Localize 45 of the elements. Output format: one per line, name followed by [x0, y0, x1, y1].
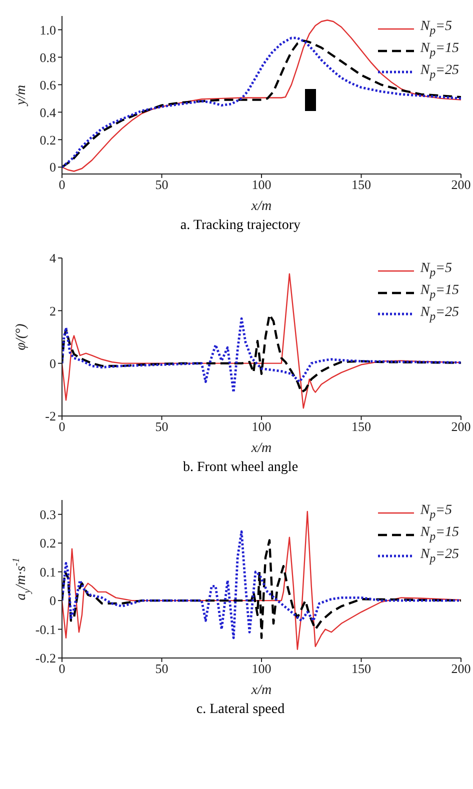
y-tick-label: 4: [50, 250, 56, 266]
y-axis-title: y/m: [14, 84, 30, 108]
x-tick-label: 200: [451, 177, 471, 192]
x-tick-label: 150: [352, 177, 371, 192]
x-axis-title: x/m: [250, 441, 272, 456]
y-tick-label: 0.4: [40, 104, 56, 120]
y-axis-title: φ/(°): [14, 323, 30, 350]
legend-label: N$_{p}$=15: [420, 282, 459, 303]
legend-label: N$_{p}$=25: [420, 62, 459, 82]
x-tick-label: 200: [451, 661, 471, 676]
x-axis-title: x/m: [250, 199, 272, 214]
y-tick-label: 0: [50, 160, 56, 175]
x-axis-title: x/m: [250, 683, 272, 698]
text: c. Lateral speed: [195, 702, 286, 718]
x-tick-label: 50: [155, 177, 168, 192]
x-tick-label: 100: [252, 661, 272, 676]
y-tick-label: 0.2: [40, 536, 56, 551]
x-tick-label: 100: [252, 177, 272, 192]
legend-label: N$_{p}$=5: [420, 502, 452, 523]
legend-label: N$_{p}$=25: [420, 304, 459, 324]
y-tick-label: 2: [50, 303, 56, 318]
y-tick-label: -0.1: [35, 622, 56, 637]
y-tick-label: 0: [50, 593, 56, 608]
text: b. Front wheel angle: [182, 460, 300, 476]
y-tick-label: 0.1: [40, 564, 56, 580]
legend-label: N$_{p}$=5: [420, 18, 452, 39]
y-tick-label: 1.0: [40, 22, 56, 38]
text: a. Tracking trajectory: [179, 218, 302, 234]
y-tick-label: 0.6: [40, 77, 56, 92]
legend-label: N$_{p}$=5: [420, 260, 452, 281]
x-tick-label: 50: [155, 419, 168, 434]
x-tick-label: 100: [252, 419, 272, 434]
y-tick-label: 0.2: [40, 132, 56, 148]
y-tick-label: 0.8: [40, 50, 56, 65]
legend-label: N$_{p}$=25: [420, 546, 459, 566]
x-tick-label: 150: [352, 661, 371, 676]
legend-label: N$_{p}$=15: [420, 40, 459, 61]
y-tick-label: -2: [45, 408, 56, 424]
y-tick-label: 0.3: [40, 506, 56, 522]
y-tick-label: 0: [50, 356, 56, 371]
y-tick-label: -0.2: [35, 650, 56, 666]
x-tick-label: 50: [155, 661, 168, 676]
legend-label: N$_{p}$=15: [420, 524, 459, 545]
x-tick-label: 150: [352, 419, 371, 434]
x-tick-label: 200: [451, 419, 471, 434]
